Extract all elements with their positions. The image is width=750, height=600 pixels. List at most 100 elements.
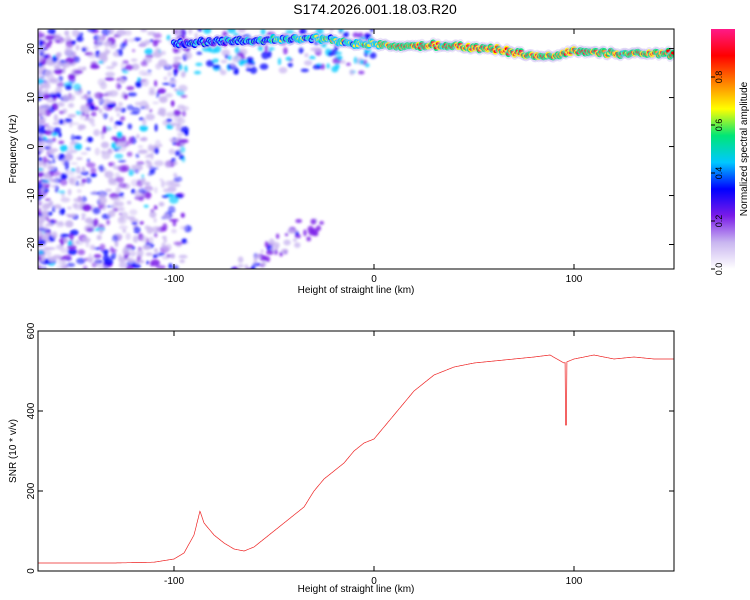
spectrogram-blob bbox=[294, 242, 301, 248]
spectrogram-blob bbox=[136, 249, 144, 257]
spectrogram-blob bbox=[67, 245, 77, 250]
spectrogram-blob bbox=[95, 39, 104, 47]
spectrogram-blob bbox=[38, 236, 42, 239]
snr-frame bbox=[37, 330, 675, 572]
spectrogram-blob bbox=[177, 133, 184, 136]
spectrogram-blob bbox=[68, 103, 75, 108]
spectrogram-blob bbox=[264, 44, 269, 53]
spectrogram-blob bbox=[118, 160, 126, 163]
spectrogram-blob bbox=[158, 144, 163, 147]
spectrogram-blob bbox=[139, 125, 148, 132]
spectrogram-blob bbox=[111, 61, 118, 67]
spectrogram-blob bbox=[114, 153, 124, 159]
spectrogram-blob bbox=[45, 232, 49, 237]
y-tick: 600 bbox=[26, 322, 674, 339]
spectrogram-blob bbox=[133, 226, 141, 234]
snr-x-ticks: -100 0 100 bbox=[164, 331, 583, 587]
spectrogram-blob bbox=[118, 216, 125, 223]
spectrogram-blob bbox=[128, 136, 134, 143]
spectrogram-blob bbox=[132, 49, 136, 52]
spectrogram-blob bbox=[98, 108, 103, 114]
spectrogram-blob bbox=[132, 164, 143, 171]
spectrogram-blob bbox=[152, 39, 159, 47]
spectrogram-blob bbox=[298, 47, 304, 54]
spectrogram-blob bbox=[68, 144, 74, 152]
spectrogram-blob bbox=[111, 197, 121, 201]
spectrogram-blob bbox=[62, 37, 72, 42]
spectrogram-blob bbox=[126, 104, 134, 111]
spectrogram-blob bbox=[46, 61, 56, 66]
spectrogram-blob bbox=[149, 39, 153, 43]
spectrogram-blob bbox=[149, 211, 157, 219]
spectrogram-blob bbox=[38, 33, 45, 38]
spectrogram-blob bbox=[329, 29, 334, 33]
y-tick-label: 10 bbox=[26, 92, 37, 104]
spectrogram-blob bbox=[181, 156, 186, 163]
spectrogram-blob bbox=[319, 221, 324, 225]
spectrogram-blob bbox=[90, 64, 100, 69]
spectrogram-blob bbox=[43, 82, 50, 88]
x-tick: 100 bbox=[566, 331, 583, 587]
spectrogram-blob bbox=[131, 263, 141, 269]
spectrogram-blob bbox=[97, 35, 103, 41]
spectrogram-blob bbox=[173, 56, 182, 61]
spectrogram-blob bbox=[80, 152, 88, 155]
colorbar-label: Normalized spectral amplitude bbox=[739, 81, 750, 216]
spectrogram-blob bbox=[87, 52, 98, 59]
spectrogram-blob bbox=[51, 56, 58, 63]
spectrogram-blob bbox=[176, 123, 181, 126]
spectrogram-blob bbox=[153, 205, 158, 210]
spectrogram-blob bbox=[295, 219, 303, 223]
spectrogram-blob bbox=[100, 141, 110, 149]
spectrogram-blob bbox=[308, 55, 316, 60]
spectrogram-blob bbox=[38, 37, 41, 41]
spectrogram-blob bbox=[82, 107, 91, 114]
spectrogram-blob bbox=[188, 29, 193, 35]
spectrogram-blob bbox=[93, 44, 99, 50]
spectrogram-frame bbox=[37, 28, 675, 270]
spectrogram-blob bbox=[43, 174, 51, 179]
spectrogram-blob bbox=[227, 29, 236, 34]
spectrogram-blob bbox=[180, 145, 186, 154]
spectrogram-blob bbox=[53, 37, 61, 40]
x-tick: -100 bbox=[164, 29, 184, 285]
spectrogram-blob bbox=[77, 124, 84, 131]
spectrogram-blob bbox=[118, 192, 124, 198]
spectrogram-blob bbox=[179, 259, 185, 263]
spectrogram-blob bbox=[161, 195, 169, 198]
spectrogram-blob bbox=[274, 249, 278, 255]
spectrogram-blob bbox=[96, 234, 102, 241]
spectrogram-blob bbox=[60, 247, 69, 254]
spectrogram-blob bbox=[142, 244, 151, 250]
y-tick: 0 bbox=[26, 143, 674, 149]
snr-y-label: SNR (10 * v/v) bbox=[8, 419, 19, 483]
spectrogram-blob bbox=[103, 50, 109, 56]
spectrogram-blob bbox=[71, 40, 76, 45]
spectrogram-blob bbox=[76, 257, 86, 265]
spectrogram-blob bbox=[154, 186, 158, 194]
spectrogram-blob bbox=[136, 161, 145, 166]
spectrogram-blob bbox=[55, 69, 64, 72]
spectrogram-blob bbox=[92, 207, 101, 215]
snr-x-label: Height of straight line (km) bbox=[298, 584, 415, 595]
spectrogram-blob bbox=[104, 77, 115, 81]
spectrogram-blob bbox=[169, 139, 179, 143]
spectrogram-blob bbox=[237, 264, 244, 268]
spectrogram-blob bbox=[90, 111, 97, 117]
spectrogram-blob bbox=[77, 249, 86, 256]
spectrogram-blob bbox=[49, 77, 59, 84]
spectrogram-blob bbox=[47, 140, 53, 146]
spectrogram-blob bbox=[150, 209, 155, 213]
spectrogram-blob bbox=[86, 158, 91, 163]
spectrogram-blob bbox=[140, 106, 147, 109]
spectrogram-blob bbox=[277, 57, 282, 66]
spectrogram-blob bbox=[84, 217, 93, 224]
spectrogram-blob bbox=[42, 210, 49, 216]
spectrogram-blob bbox=[42, 156, 47, 164]
spectrogram-blob bbox=[164, 160, 172, 168]
spectrogram-blob bbox=[60, 174, 65, 180]
y-tick-label: 400 bbox=[26, 402, 37, 419]
spectrogram-blob bbox=[149, 166, 156, 173]
spectrogram-blob bbox=[58, 110, 65, 115]
spectrogram-blob bbox=[212, 64, 221, 69]
